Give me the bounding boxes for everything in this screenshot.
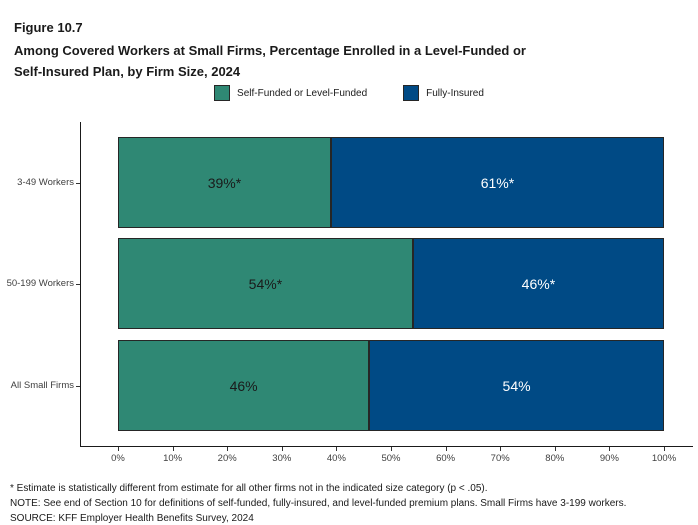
chart-legend: Self-Funded or Level-Funded Fully-Insured	[0, 85, 698, 101]
bar-row-0: 39%* 61%*	[118, 137, 664, 228]
x-axis-tick-label: 0%	[111, 453, 125, 464]
x-axis-tick	[609, 447, 611, 451]
x-axis-tick-label: 80%	[545, 453, 565, 464]
legend-swatch-icon	[403, 85, 420, 101]
x-axis-tick	[336, 447, 338, 451]
footnote-line-1: NOTE: See end of Section 10 for definiti…	[10, 498, 627, 509]
bar-segment: 46%	[118, 340, 370, 431]
bar-value-label: 39%*	[207, 174, 242, 191]
x-axis-tick-label: 70%	[490, 453, 510, 464]
x-axis-tick	[664, 447, 665, 451]
footnotes: * Estimate is statistically different fr…	[10, 481, 698, 525]
category-label: 3-49 Workers	[17, 176, 74, 188]
bar-value-label: 46%*	[521, 275, 556, 292]
bar-value-label: 46%	[229, 377, 258, 394]
bar-segment: 39%*	[118, 137, 331, 228]
footnote-line-2: SOURCE: KFF Employer Health Benefits Sur…	[10, 513, 254, 524]
legend-item-1: Fully-Insured	[403, 85, 484, 101]
figure-number: Figure 10.7	[14, 20, 83, 35]
x-axis-tick	[172, 447, 174, 451]
y-axis-tick	[76, 385, 80, 387]
x-axis-tick-label: 30%	[272, 453, 292, 464]
plot-area: 39%* 61%* 54%* 46%* 46% 54%	[80, 122, 693, 447]
category-label: All Small Firms	[10, 379, 74, 391]
x-axis-tick	[227, 447, 229, 451]
bar-row-2: 46% 54%	[118, 340, 664, 431]
x-axis-tick	[445, 447, 447, 451]
legend-item-label: Fully-Insured	[426, 87, 484, 99]
x-axis-tick-label: 20%	[217, 453, 237, 464]
figure-title-line1: Among Covered Workers at Small Firms, Pe…	[14, 43, 526, 58]
x-axis-tick-label: 10%	[163, 453, 183, 464]
bar-value-label: 61%*	[480, 174, 515, 191]
y-axis-tick	[76, 182, 80, 184]
x-axis-tick	[500, 447, 502, 451]
x-axis-tick	[281, 447, 283, 451]
footnote-line-0: * Estimate is statistically different fr…	[10, 483, 488, 494]
figure-title-line2: Self-Insured Plan, by Firm Size, 2024	[14, 64, 241, 79]
x-axis-tick-label: 100%	[651, 453, 677, 464]
x-axis-tick-label: 90%	[599, 453, 619, 464]
category-label: 50-199 Workers	[6, 277, 74, 289]
y-axis-tick	[76, 283, 80, 285]
x-axis-tick-label: 60%	[436, 453, 456, 464]
bar-row-1: 54%* 46%*	[118, 238, 664, 329]
bar-value-label: 54%*	[248, 275, 283, 292]
bar-segment: 46%*	[412, 238, 664, 329]
legend-item-label: Self-Funded or Level-Funded	[237, 87, 368, 99]
x-axis-tick	[391, 447, 392, 451]
bar-value-label: 54%	[502, 377, 531, 394]
x-axis-tick-label: 50%	[381, 453, 401, 464]
bar-segment: 54%*	[118, 238, 413, 329]
x-axis-tick	[554, 447, 556, 451]
figure-title: Among Covered Workers at Small Firms, Pe…	[14, 40, 654, 82]
x-axis-tick	[118, 447, 119, 451]
legend-item-0: Self-Funded or Level-Funded	[214, 85, 367, 101]
bar-segment: 54%	[369, 340, 664, 431]
legend-swatch-icon	[214, 85, 231, 101]
x-axis-tick-label: 40%	[326, 453, 346, 464]
bar-segment: 61%*	[330, 137, 664, 228]
